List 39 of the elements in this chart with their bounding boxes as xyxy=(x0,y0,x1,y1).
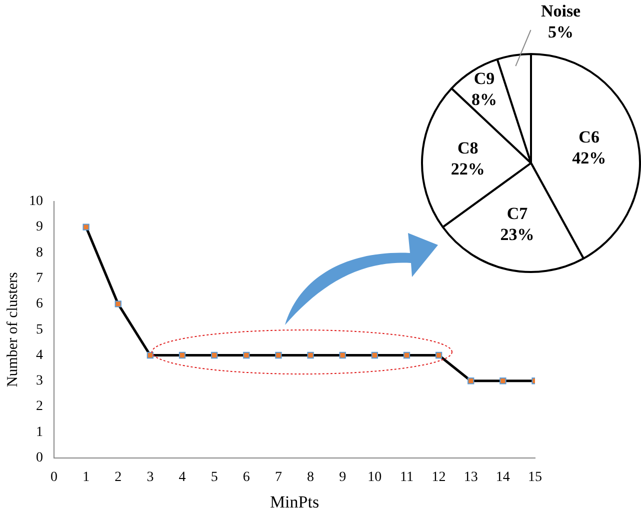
y-tick-label: 8 xyxy=(36,245,43,260)
x-tick-label: 12 xyxy=(432,470,446,485)
data-label: 22% xyxy=(450,159,485,178)
slice-label: Noise xyxy=(540,1,582,20)
data-label: 5% xyxy=(548,22,574,42)
slice-label: C7 xyxy=(506,204,528,224)
y-tick-label: 10 xyxy=(29,194,43,210)
x-tick-label: 3 xyxy=(146,470,154,485)
y-axis-title: Number of clusters xyxy=(4,272,21,388)
x-tick-label: 7 xyxy=(274,470,282,485)
x-tick-label: 0 xyxy=(50,470,58,485)
y-tick-label: 1 xyxy=(36,424,43,440)
slice-label: C6 xyxy=(578,127,600,146)
x-tick-label: 8 xyxy=(307,470,314,485)
x-tick-label: 1 xyxy=(82,470,90,485)
x-tick-label: 11 xyxy=(400,470,414,485)
x-tick-label: 9 xyxy=(339,470,346,485)
data-label: 42% xyxy=(572,148,606,168)
x-axis-title: MinPts xyxy=(270,492,320,512)
y-tick-label: 7 xyxy=(36,270,43,286)
x-tick-label: 14 xyxy=(496,470,510,485)
y-tick-label: 5 xyxy=(36,322,43,338)
x-tick-label: 6 xyxy=(242,470,250,485)
y-tick-label: 4 xyxy=(36,348,43,363)
y-tick-label: 6 xyxy=(36,296,43,312)
y-tick-label: 3 xyxy=(36,374,43,389)
x-tick-label: 15 xyxy=(528,470,542,485)
data-label: 23% xyxy=(500,225,534,244)
x-tick-label: 4 xyxy=(178,470,186,485)
x-tick-label: 5 xyxy=(210,470,218,485)
x-tick-label: 13 xyxy=(464,470,478,485)
data-label: 8% xyxy=(472,90,498,109)
slice-label: C9 xyxy=(474,68,495,88)
x-tick-label: 2 xyxy=(114,470,122,485)
slice-label: C8 xyxy=(458,138,478,158)
y-tick-label: 0 xyxy=(36,450,43,466)
y-tick-label: 9 xyxy=(36,220,43,235)
y-tick-label: 2 xyxy=(36,399,43,414)
x-tick-label: 10 xyxy=(368,470,382,485)
